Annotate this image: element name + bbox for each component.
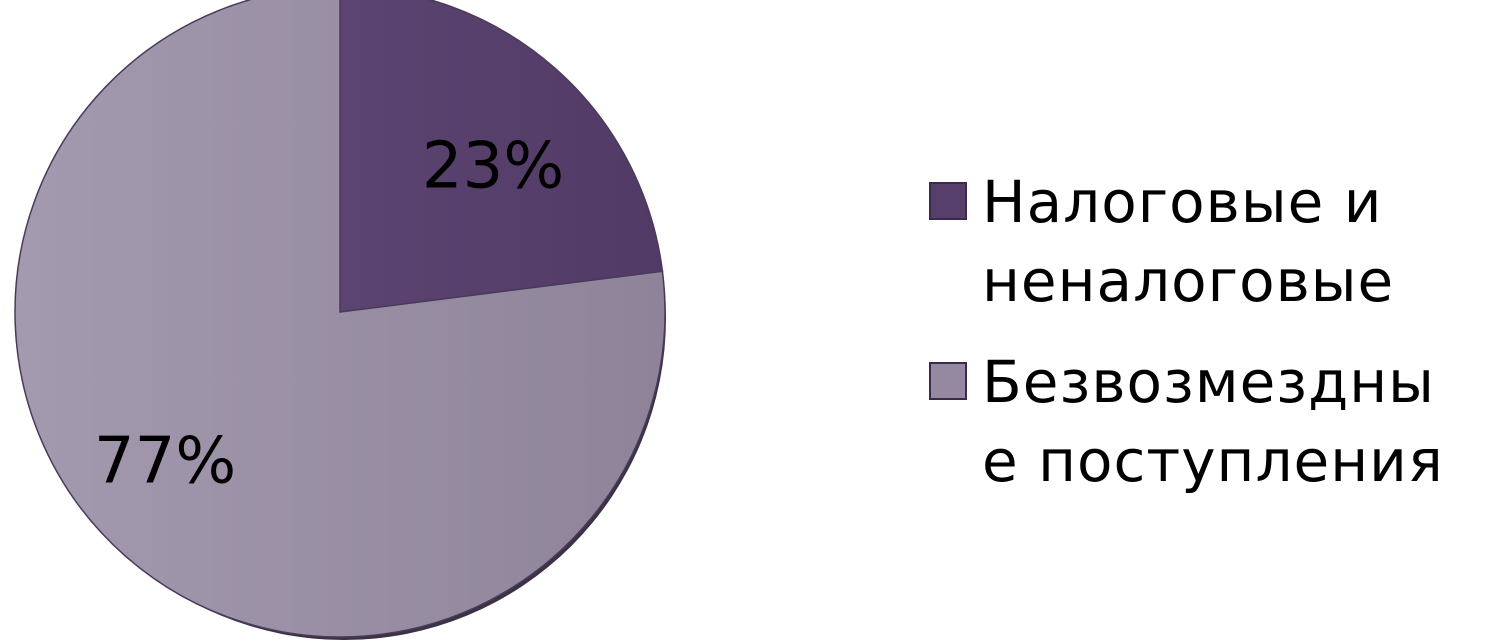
pie-slice-label-1: 77% — [94, 425, 236, 499]
legend-swatch-1 — [929, 362, 967, 400]
pie-slices — [14, 0, 666, 638]
legend-entry-0: Налоговые и неналоговые — [929, 168, 1394, 315]
legend-swatch-0 — [929, 182, 967, 220]
pie-slice-label-0: 23% — [422, 130, 564, 204]
legend-entry-1: Безвозмездны е поступления — [929, 348, 1444, 495]
pie-slice-labels: 23% 77% — [94, 130, 564, 499]
legend-label-0-line-1: Налоговые и — [982, 168, 1382, 236]
pie-slice-0 — [339, 0, 664, 313]
legend-label-1-line-1: Безвозмездны — [982, 348, 1435, 416]
pie-slice-1 — [14, 0, 666, 638]
legend-label-0-line-2: неналоговые — [982, 247, 1394, 315]
legend-label-1-line-2: е поступления — [982, 427, 1444, 495]
legend: Налоговые и неналоговые Безвозмездны е п… — [929, 168, 1444, 495]
